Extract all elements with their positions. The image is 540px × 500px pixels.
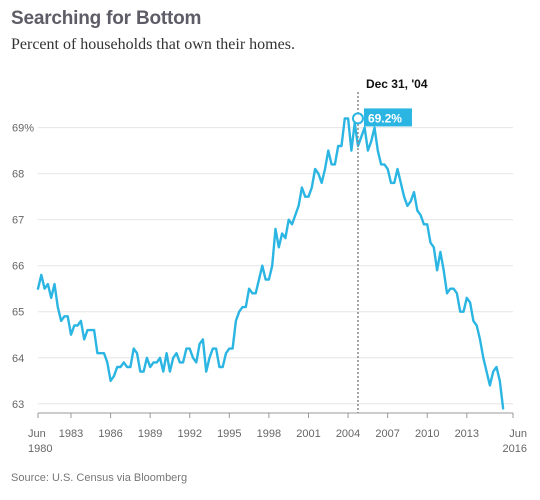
x-tick-label-4: 1992 <box>177 428 201 440</box>
x-tick-label-6: 1998 <box>257 428 281 440</box>
y-tick-label-68: 68 <box>12 169 24 181</box>
homeownership-line <box>36 117 505 410</box>
y-tick-label-63: 63 <box>12 399 24 411</box>
annotation-value-label: 69.2% <box>368 111 402 125</box>
x-tick-label2-12: 2016 <box>503 443 527 455</box>
annotation: Dec 31, '04 69.2% <box>351 77 428 413</box>
x-tick-label2-0: 1980 <box>28 443 52 455</box>
x-tick-label-0: Jun <box>28 428 46 440</box>
y-tick-label-65: 65 <box>12 307 24 319</box>
series <box>36 117 505 410</box>
y-tick-label-67: 67 <box>12 215 24 227</box>
x-tick-label-12: Jun <box>509 428 527 440</box>
x-tick-label-11: 2013 <box>455 428 479 440</box>
x-tick-label-10: 2010 <box>415 428 439 440</box>
x-tick-label-9: 2007 <box>375 428 399 440</box>
x-axis: Jun 1980 1983 1986 1989 1992 1995 1998 2001 2004 2… <box>28 412 527 455</box>
x-tick-label-5: 1995 <box>217 428 241 440</box>
annotation-value-box <box>363 108 412 127</box>
x-tick-label-1: 1983 <box>59 428 83 440</box>
chart-subtitle: Percent of households that own their hom… <box>11 36 295 53</box>
y-tick-label-66: 66 <box>12 261 24 273</box>
x-tick-label-3: 1989 <box>138 428 162 440</box>
chart-title: Searching for Bottom <box>11 8 202 29</box>
y-tick-label-69: 69% <box>12 123 34 135</box>
y-axis: 63 64 65 66 67 68 69% <box>12 123 34 411</box>
x-tick-label-8: 2004 <box>336 428 360 440</box>
x-tick-label-2: 1986 <box>98 428 122 440</box>
x-tick-label-7: 2001 <box>296 428 320 440</box>
gridlines <box>38 127 513 405</box>
source-note: Source: U.S. Census via Bloomberg <box>11 472 188 484</box>
y-tick-label-64: 64 <box>12 353 24 365</box>
annotation-date-label: Dec 31, '04 <box>366 77 428 91</box>
annotation-marker <box>351 112 364 125</box>
